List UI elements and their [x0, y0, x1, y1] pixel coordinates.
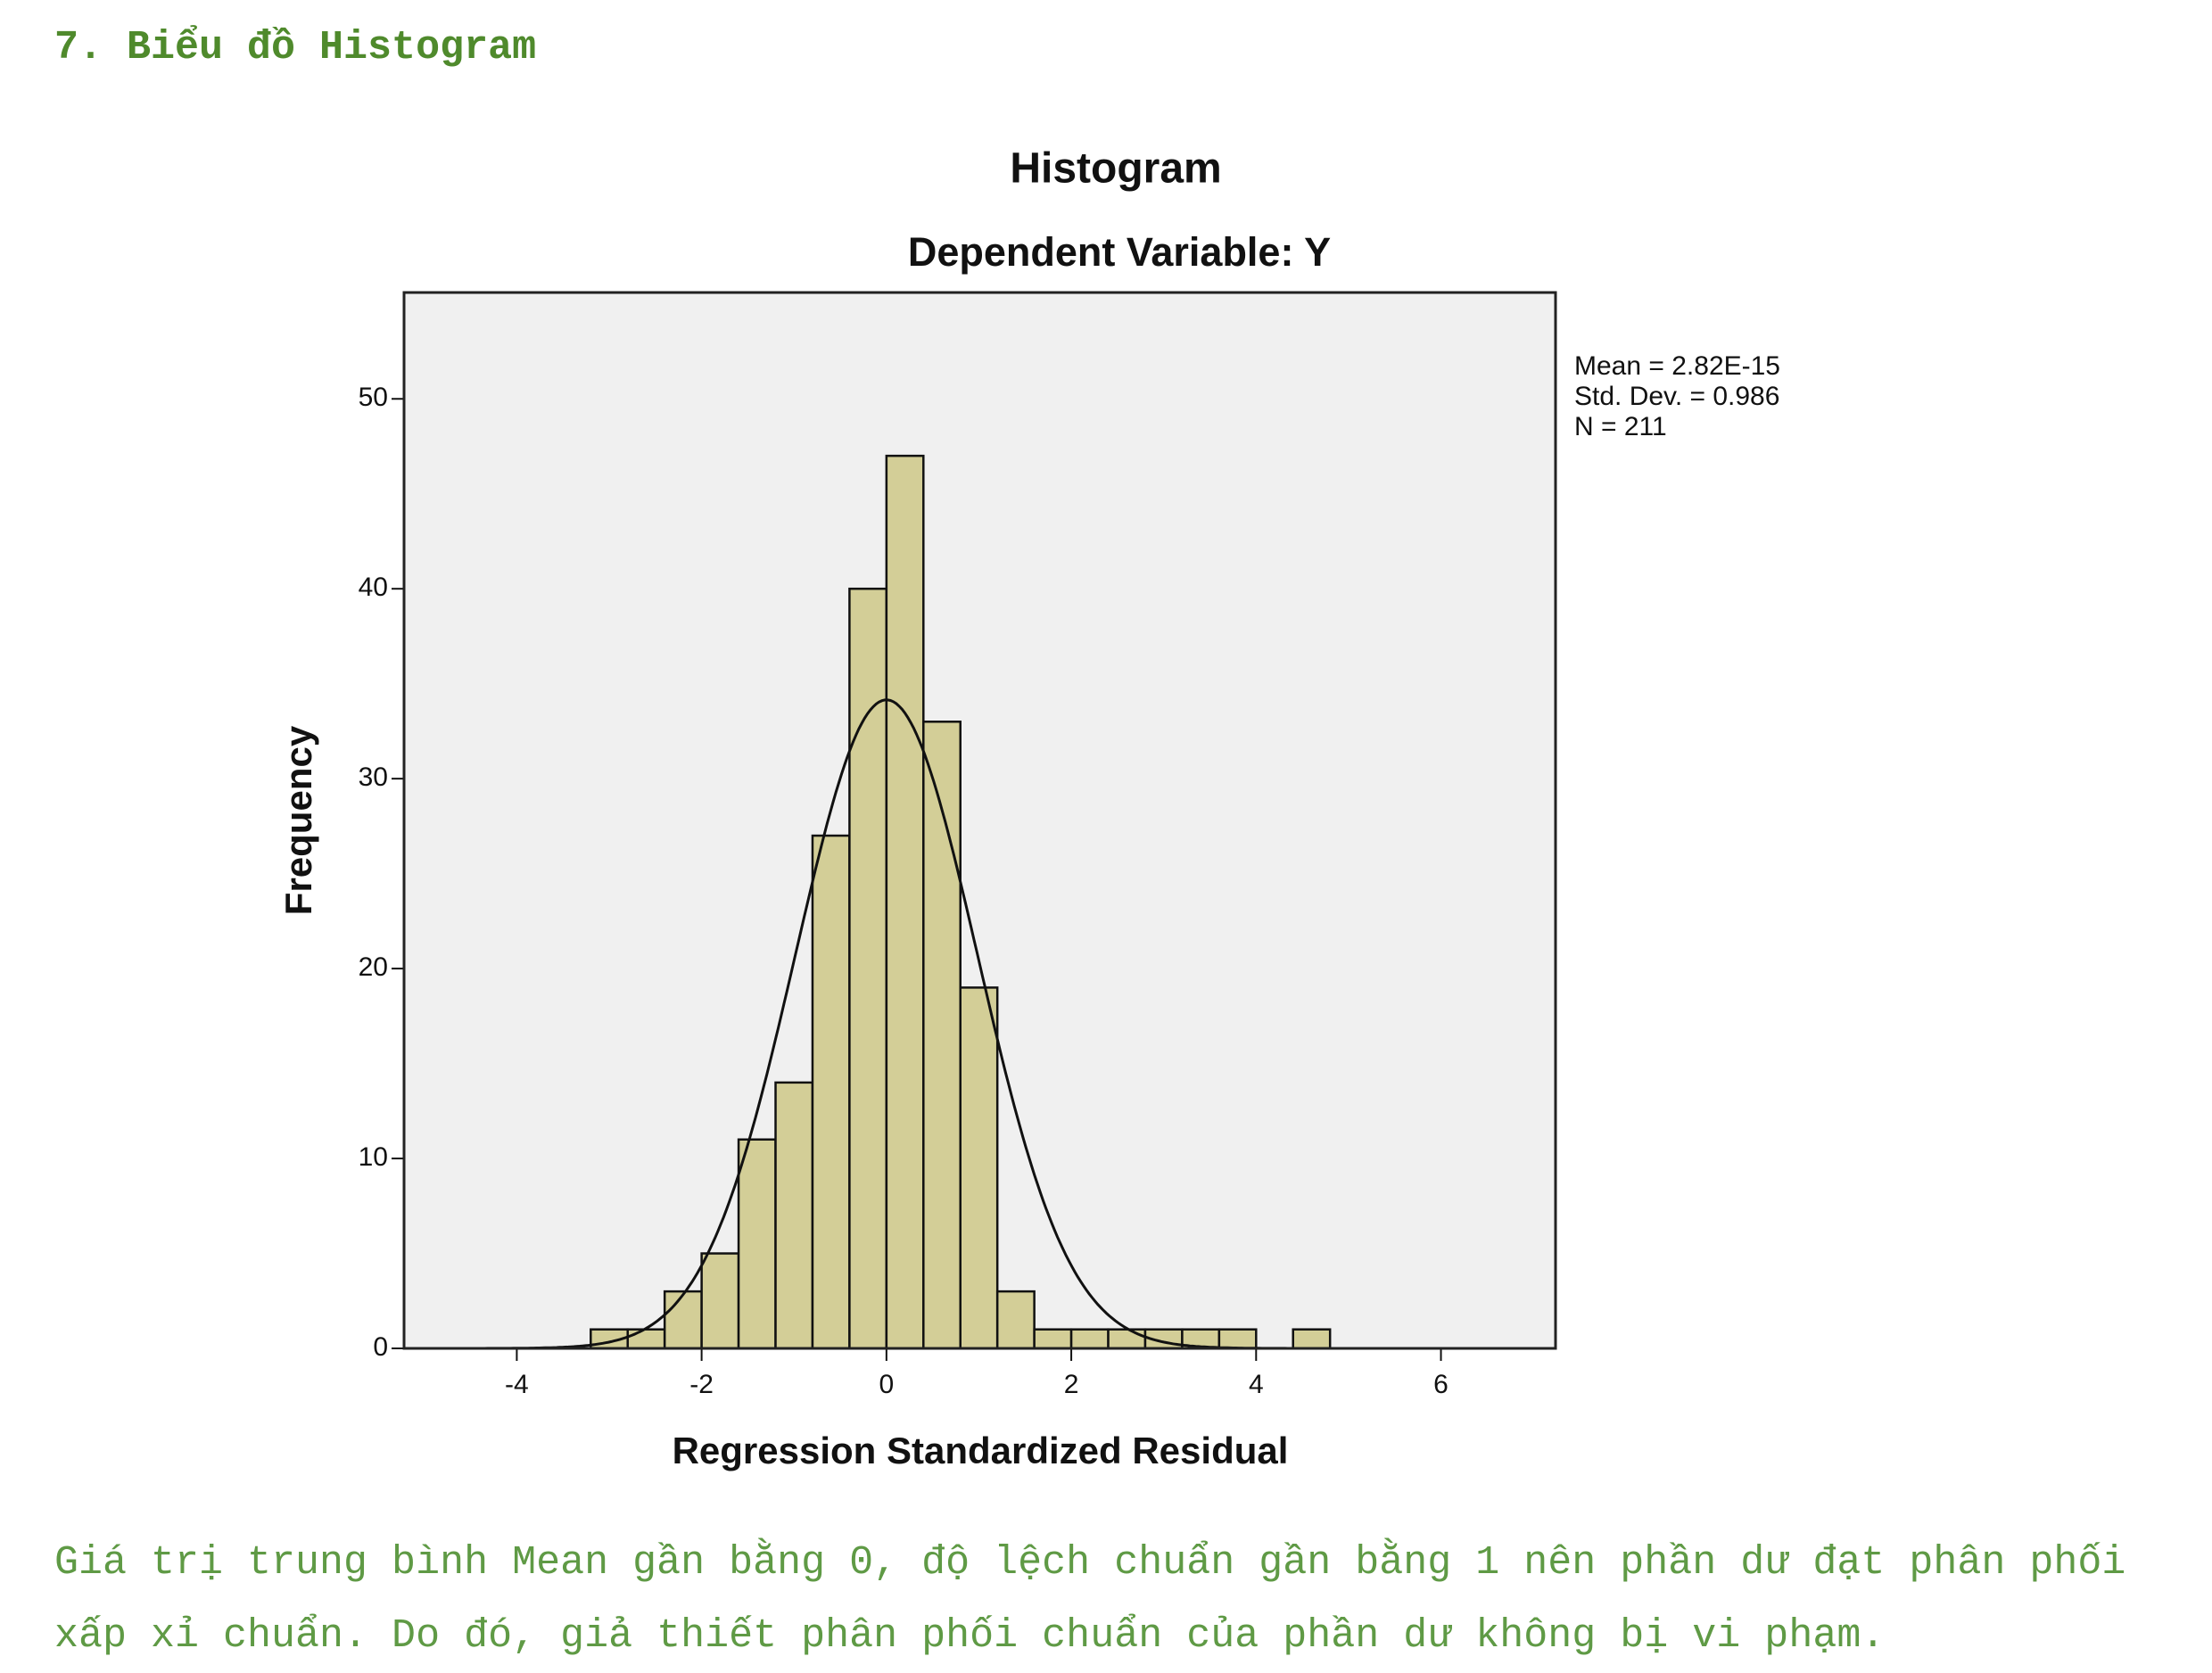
- bar: [626, 1328, 666, 1350]
- y-tick-label: 30: [359, 762, 388, 792]
- bar: [663, 1290, 703, 1350]
- paragraph: Giá trị trung bình Mean gần bằng 0, độ l…: [54, 1540, 2126, 1659]
- x-tick-label: -2: [689, 1370, 714, 1399]
- y-tick-label: 50: [359, 383, 388, 412]
- x-tick-label: 6: [1433, 1370, 1449, 1399]
- bar: [700, 1252, 740, 1350]
- bar: [1033, 1328, 1073, 1350]
- section-heading: 7. Biểu đồ Histogram: [54, 25, 537, 70]
- bar: [1217, 1328, 1258, 1350]
- bar: [959, 986, 999, 1350]
- chart-title: Histogram: [1010, 145, 1221, 193]
- chart: Histogram Dependent Variable: Y Regressi…: [277, 145, 1780, 1471]
- y-tick-label: 40: [359, 573, 388, 602]
- bar: [1292, 1328, 1332, 1350]
- stat-label: Mean = 2.82E-15: [1574, 351, 1780, 381]
- y-axis-label: Frequency: [277, 725, 319, 915]
- bar: [1107, 1328, 1147, 1350]
- bar: [995, 1290, 1036, 1350]
- x-tick-label: -4: [505, 1370, 529, 1399]
- bar: [885, 454, 925, 1350]
- stat-label: Std. Dev. = 0.986: [1574, 382, 1779, 411]
- chart-subtitle: Dependent Variable: Y: [908, 229, 1331, 275]
- bar: [737, 1138, 777, 1350]
- x-tick-label: 0: [879, 1370, 895, 1399]
- x-axis-label: Regression Standardized Residual: [673, 1430, 1289, 1471]
- bar: [922, 721, 962, 1350]
- bar: [848, 587, 888, 1350]
- bar: [774, 1081, 814, 1350]
- bar: [1069, 1328, 1110, 1350]
- y-tick-label: 0: [373, 1332, 388, 1362]
- x-tick-label: 4: [1249, 1370, 1264, 1399]
- stat-label: N = 211: [1574, 412, 1667, 441]
- y-tick-label: 10: [359, 1142, 388, 1172]
- plot-frame: [402, 291, 1557, 1350]
- bar: [811, 834, 851, 1350]
- x-tick-label: 2: [1064, 1370, 1079, 1399]
- y-tick-label: 20: [359, 952, 388, 982]
